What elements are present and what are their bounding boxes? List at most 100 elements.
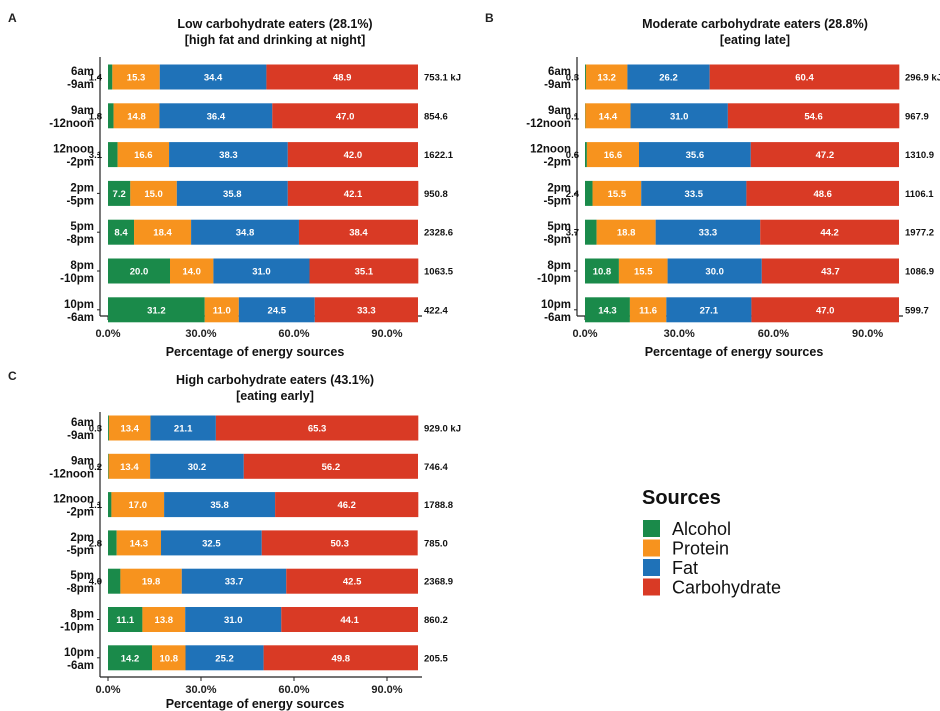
bar-segment-protein <box>111 492 165 518</box>
value-label: 15.5 <box>634 267 653 278</box>
value-label: 32.5 <box>202 538 221 549</box>
value-label: 25.2 <box>215 653 234 664</box>
bar-segment-fat <box>667 258 762 284</box>
bar-segment-alcohol <box>585 219 597 245</box>
energy-total-label: 854.6 <box>424 111 448 122</box>
value-label: 34.4 <box>204 73 223 84</box>
chart-title: Low carbohydrate eaters (28.1%) <box>177 17 372 31</box>
bar-segment-carbohydrate <box>314 297 418 323</box>
bar-segment-alcohol <box>108 453 109 479</box>
value-label: 19.8 <box>142 577 161 588</box>
bar-segment-protein <box>134 219 192 245</box>
value-label: 15.0 <box>144 189 163 200</box>
value-label: 14.0 <box>182 267 201 278</box>
category-label: -5pm <box>67 545 94 557</box>
legend-swatch-carbohydrate <box>643 578 660 596</box>
bar-segment-carbohydrate <box>281 607 418 632</box>
x-tick-label: 0.0% <box>95 684 120 696</box>
chart-subtitle: [eating late] <box>720 33 790 47</box>
panel-letter: B <box>485 11 494 25</box>
bar-segment-fat <box>150 453 244 479</box>
bar-row: 10pm-6am 31.2 11.0 24.5 33.3 422.4 <box>64 297 448 324</box>
bar-segment-fat <box>191 219 299 245</box>
chart-subtitle: [high fat and drinking at night] <box>185 33 366 47</box>
value-label: 16.6 <box>134 150 153 161</box>
legend-label: Alcohol <box>672 519 731 539</box>
bar-segment-alcohol <box>108 568 121 594</box>
bar-segment-fat <box>627 64 710 90</box>
bar-segment-carbohydrate <box>751 297 899 323</box>
bar-segment-alcohol <box>108 645 153 671</box>
bar-segment-carbohydrate <box>298 219 418 245</box>
bar-segment-protein <box>596 219 656 245</box>
bar-segment-fat <box>185 645 264 671</box>
category-label: 9am <box>548 105 571 117</box>
value-label: 27.1 <box>700 305 719 316</box>
category-label: 9am <box>71 105 94 117</box>
category-label: 5pm <box>70 221 94 233</box>
bar-segment-protein <box>586 142 640 168</box>
category-label: 5pm <box>70 570 94 582</box>
panel-a: A Low carbohydrate eaters (28.1%) [high fa… <box>8 11 461 359</box>
bar-segment-alcohol <box>108 180 131 206</box>
bar-segment-fat <box>238 297 315 323</box>
bar-segment-carbohydrate <box>215 415 419 441</box>
energy-total-label: 1310.9 <box>905 150 934 161</box>
bar-row: 10pm-6am 14.2 10.8 25.2 49.8 205.5 <box>64 645 448 672</box>
value-label: 13.4 <box>120 462 139 473</box>
bar-segment-carbohydrate <box>261 530 418 556</box>
value-label: 26.2 <box>659 73 678 84</box>
energy-total-label: 2328.6 <box>424 228 453 239</box>
bar-segment-alcohol <box>108 219 135 245</box>
category-label: 10pm <box>64 647 94 659</box>
x-tick-label: 90.0% <box>371 328 402 340</box>
category-label: 12noon <box>53 144 94 156</box>
value-label: 47.0 <box>336 111 355 122</box>
legend-swatch-alcohol <box>643 520 660 537</box>
category-label: 9am <box>71 455 94 467</box>
legend-swatch-fat <box>643 559 660 576</box>
energy-total-label: 205.5 <box>424 653 448 664</box>
chart-title: High carbohydrate eaters (43.1%) <box>176 373 374 387</box>
bar-segment-alcohol <box>108 607 143 632</box>
category-label: 6am <box>548 66 571 78</box>
category-label: -6am <box>67 660 94 672</box>
value-label: 1.4 <box>89 73 103 84</box>
value-label: 15.3 <box>127 73 146 84</box>
category-label: -8pm <box>67 583 94 595</box>
value-label: 47.2 <box>816 150 835 161</box>
value-label: 0.1 <box>566 111 580 122</box>
value-label: 15.5 <box>608 189 627 200</box>
value-label: 38.3 <box>219 150 238 161</box>
bar-segment-fat <box>176 180 288 206</box>
value-label: 0.2 <box>89 462 102 473</box>
value-label: 33.5 <box>685 189 704 200</box>
value-label: 11.6 <box>639 305 657 316</box>
bar-segment-alcohol <box>108 492 112 518</box>
bar-segment-protein <box>112 64 160 90</box>
bar-segment-alcohol <box>585 180 593 206</box>
bar-segment-protein <box>585 103 631 129</box>
value-label: 54.6 <box>804 111 823 122</box>
value-label: 14.3 <box>130 538 149 549</box>
bar-segment-fat <box>641 180 747 206</box>
bar-segment-protein <box>592 180 642 206</box>
value-label: 13.2 <box>597 73 616 84</box>
category-label: -10pm <box>60 622 94 634</box>
bar-segment-protein <box>108 415 151 441</box>
category-label: -2pm <box>67 157 94 169</box>
energy-total-label: 929.0 kJ <box>424 424 461 435</box>
bar-segment-carbohydrate <box>761 258 899 284</box>
energy-total-label: 422.4 <box>424 305 448 316</box>
bar-segment-carbohydrate <box>709 64 900 90</box>
value-label: 44.2 <box>820 228 839 239</box>
value-label: 44.1 <box>340 615 359 626</box>
value-label: 33.3 <box>357 305 376 316</box>
category-label: -10pm <box>537 273 571 285</box>
category-label: 8pm <box>547 260 571 272</box>
